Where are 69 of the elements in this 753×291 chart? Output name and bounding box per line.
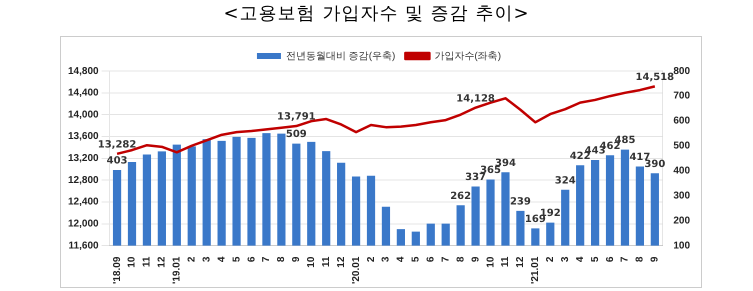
x-tick-label: 2 [186,256,198,262]
y-tick-label: 14,800 [68,66,100,77]
y-tick-label: 12,800 [68,174,100,186]
x-tick-label: 11 [500,256,512,268]
data-label: 14,518 [636,72,674,83]
legend-label: 가입자수(좌축) [434,50,502,62]
x-tick-label: 11 [142,256,153,268]
y-tick-label: 13,200 [68,153,100,164]
x-tick-label: 5 [590,256,601,262]
x-tick-label: 5 [231,256,242,262]
x-tick-label: 12 [336,256,347,268]
y2-tick-label: 800 [673,66,690,77]
x-tick-label: 9 [291,256,302,262]
x-tick-label: 8 [455,256,466,262]
x-tick-label: 2 [366,256,377,262]
x-tick-label: 7 [440,256,452,262]
y2-tick-label: 400 [673,166,690,177]
x-tick-label: 10 [306,256,318,268]
data-label: 169 [524,214,546,225]
y-tick-label: 12,000 [68,218,100,230]
x-tick-label: '19.01 [172,256,183,284]
data-label: 262 [450,190,472,202]
x-tick-label: 10 [126,256,138,268]
data-label: 390 [644,158,666,170]
chart-title: <고용보험 가입자수 및 증감 추이> [222,2,531,26]
y-tick-label: 12,400 [68,196,100,208]
x-tick-label: 3 [201,256,212,262]
x-tick-label: 8 [276,256,288,262]
x-tick-label: 9 [650,256,661,262]
legend-label: 전년동월대비 증감(우축) [286,50,396,62]
x-tick-label: 6 [604,256,616,262]
x-tick-label: 7 [620,256,631,262]
y2-tick-label: 500 [673,140,690,152]
data-label: 13,282 [98,139,136,150]
x-tick-label: 2 [545,256,556,262]
x-tick-label: 9 [470,256,482,262]
x-tick-label: 10 [485,256,496,268]
y-tick-label: 14,000 [68,109,100,120]
y2-tick-label: 300 [673,190,690,202]
y-tick-label: 13,600 [68,131,100,142]
x-tick-label: '20.01 [350,256,362,284]
data-label: 509 [286,129,307,140]
y2-tick-label: 200 [673,215,690,226]
x-tick-label: 12 [515,256,526,268]
y2-tick-label: 600 [673,116,690,127]
data-label: 13,791 [277,112,316,123]
data-label: 403 [106,156,128,167]
x-tick-label: 4 [574,256,586,262]
x-tick-label: 4 [216,256,228,262]
x-tick-label: 3 [380,256,392,262]
x-tick-label: 6 [246,256,258,262]
x-tick-label: 12 [156,256,168,268]
x-tick-label: 6 [426,256,437,262]
x-tick-label: '18.09 [112,256,123,284]
y2-tick-label: 100 [673,240,690,252]
data-label: 324 [554,175,576,186]
x-tick-label: '21.01 [530,256,542,284]
data-label: 337 [465,172,486,184]
data-label: 239 [510,196,531,208]
y-tick-label: 14,400 [68,88,100,99]
x-tick-label: 7 [261,256,272,262]
x-tick-label: 5 [410,256,422,262]
x-tick-label: 3 [560,256,571,262]
x-tick-label: 11 [320,256,332,268]
data-label: 14,128 [456,93,495,104]
y2-tick-label: 700 [673,90,690,102]
x-tick-label: 8 [634,256,646,262]
y-tick-label: 11,600 [68,240,100,252]
x-tick-label: 4 [396,256,407,262]
